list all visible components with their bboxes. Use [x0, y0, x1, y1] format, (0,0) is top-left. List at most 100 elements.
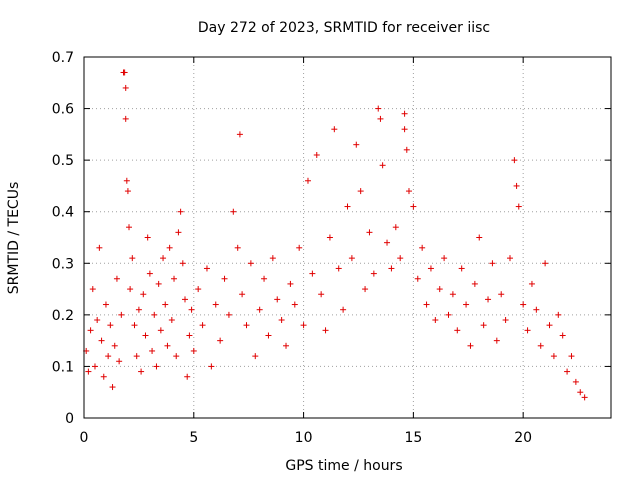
data-point	[144, 234, 151, 241]
data-point	[528, 280, 535, 287]
data-point	[489, 260, 496, 267]
data-point	[177, 208, 184, 215]
data-point	[348, 255, 355, 262]
data-point	[366, 229, 373, 236]
data-point	[171, 275, 178, 282]
data-point	[118, 311, 125, 318]
data-point	[182, 296, 189, 303]
data-point	[502, 317, 509, 324]
data-point	[199, 322, 206, 329]
data-point	[546, 322, 553, 329]
data-point	[362, 286, 369, 293]
data-point	[131, 322, 138, 329]
data-point	[135, 306, 142, 313]
data-point	[168, 317, 175, 324]
x-tick-label: 5	[189, 430, 198, 446]
data-point	[287, 280, 294, 287]
data-point	[401, 110, 408, 117]
data-point	[401, 126, 408, 133]
data-point	[230, 208, 237, 215]
data-point	[116, 358, 123, 365]
chart-title: Day 272 of 2023, SRMTID for receiver iis…	[198, 20, 490, 36]
data-point	[184, 373, 191, 380]
axis-ticks: 0 0.1 0.2 0.3 0.4 0.5 0.6 0.7 0 5 10 15 20	[52, 50, 611, 446]
data-point	[175, 229, 182, 236]
data-point	[511, 157, 518, 164]
data-point	[542, 260, 549, 267]
data-point	[142, 332, 149, 339]
data-point	[432, 317, 439, 324]
data-point	[375, 105, 382, 112]
data-point	[515, 203, 522, 210]
data-point	[344, 203, 351, 210]
data-point	[140, 291, 147, 298]
data-point	[441, 255, 448, 262]
data-point	[91, 363, 98, 370]
data-point	[278, 317, 285, 324]
data-points	[83, 69, 588, 401]
data-point	[388, 265, 395, 272]
data-point	[221, 275, 228, 282]
data-point	[533, 306, 540, 313]
data-point	[164, 342, 171, 349]
data-point	[111, 342, 118, 349]
data-point	[445, 311, 452, 318]
data-point	[283, 342, 290, 349]
data-point	[94, 317, 101, 324]
data-point	[153, 363, 160, 370]
data-point	[405, 188, 412, 195]
data-point	[109, 384, 116, 391]
data-point	[392, 224, 399, 231]
data-point	[203, 265, 210, 272]
data-point	[458, 265, 465, 272]
data-point	[113, 275, 120, 282]
data-point	[313, 151, 320, 158]
data-point	[236, 131, 243, 138]
data-point	[265, 332, 272, 339]
y-axis-label: SRMTID / TECUs	[6, 182, 22, 295]
data-point	[160, 255, 167, 262]
data-point	[247, 260, 254, 267]
data-point	[463, 301, 470, 308]
data-point	[296, 244, 303, 251]
data-point	[485, 296, 492, 303]
data-point	[225, 311, 232, 318]
data-point	[133, 353, 140, 360]
data-point	[89, 286, 96, 293]
data-point	[419, 244, 426, 251]
data-point	[564, 368, 571, 375]
data-point	[151, 311, 158, 318]
y-tick-label: 0.5	[52, 153, 74, 169]
data-point	[318, 291, 325, 298]
data-point	[166, 244, 173, 251]
y-tick-label: 0.6	[52, 102, 74, 118]
data-point	[256, 306, 263, 313]
data-point	[269, 255, 276, 262]
data-point	[476, 234, 483, 241]
data-point	[186, 332, 193, 339]
x-tick-label: 15	[404, 430, 422, 446]
data-point	[480, 322, 487, 329]
data-point	[243, 322, 250, 329]
data-point	[331, 126, 338, 133]
data-point	[467, 342, 474, 349]
data-point	[555, 311, 562, 318]
data-point	[370, 270, 377, 277]
data-point	[449, 291, 456, 298]
data-point	[261, 275, 268, 282]
data-point	[190, 347, 197, 354]
data-point	[322, 327, 329, 334]
data-point	[436, 286, 443, 293]
plot-frame	[83, 56, 612, 419]
x-tick-label: 20	[514, 430, 532, 446]
data-point	[291, 301, 298, 308]
data-point	[155, 280, 162, 287]
data-point	[581, 394, 588, 401]
data-point	[98, 337, 105, 344]
data-point	[454, 327, 461, 334]
data-point	[537, 342, 544, 349]
data-point	[309, 270, 316, 277]
y-tick-label: 0.3	[52, 256, 74, 272]
data-point	[410, 203, 417, 210]
